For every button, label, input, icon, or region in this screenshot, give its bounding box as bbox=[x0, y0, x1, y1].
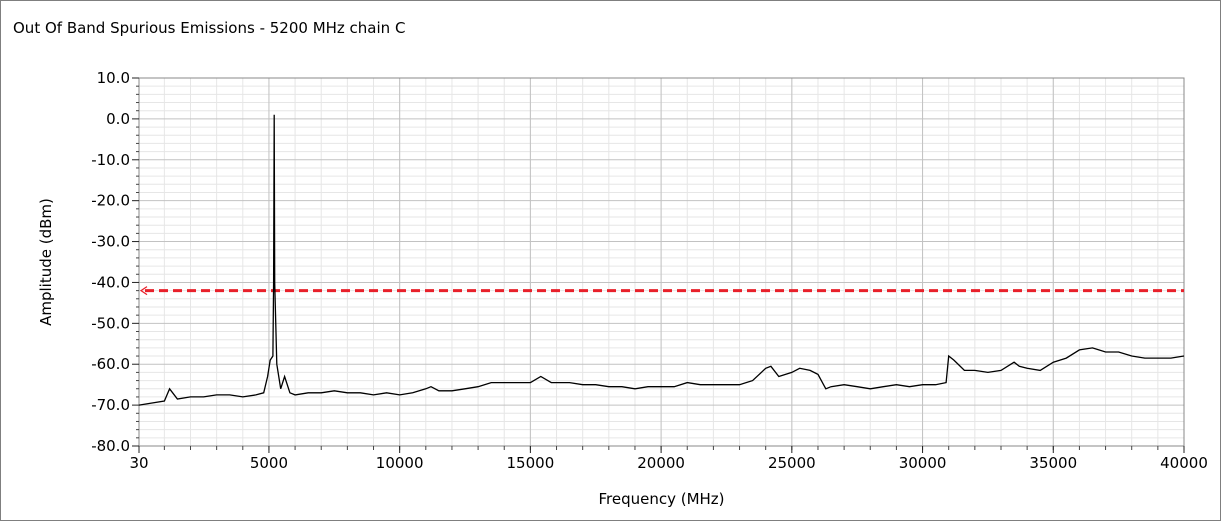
series-trace bbox=[138, 114, 1185, 406]
y-tick-label: 10.0 bbox=[97, 69, 130, 87]
x-axis: 30 5000 10000 15000 20000 25000 30000 35000 4000… bbox=[129, 446, 1208, 472]
chart-title: Out Of Band Spurious Emissions - 5200 MH… bbox=[13, 19, 406, 37]
x-tick-label: 25000 bbox=[768, 454, 816, 472]
y-tick-label: -50.0 bbox=[91, 314, 130, 332]
x-tick-label: 40000 bbox=[1160, 454, 1208, 472]
y-axis-label: Amplitude (dBm) bbox=[37, 198, 55, 326]
x-axis-label: Frequency (MHz) bbox=[598, 490, 724, 508]
y-tick-label: 0.0 bbox=[106, 110, 130, 128]
y-tick-label: -40.0 bbox=[91, 273, 130, 291]
limit-arrow-icon bbox=[139, 286, 148, 296]
x-tick-label: 35000 bbox=[1029, 454, 1077, 472]
y-tick-label: -20.0 bbox=[91, 192, 130, 210]
y-tick-label: -10.0 bbox=[91, 151, 130, 169]
x-tick-label: 20000 bbox=[637, 454, 685, 472]
y-tick-label: -60.0 bbox=[91, 355, 130, 373]
x-tick-label: 30 bbox=[129, 454, 148, 472]
x-tick-label: 30000 bbox=[899, 454, 947, 472]
x-tick-label: 15000 bbox=[507, 454, 555, 472]
x-tick-label: 10000 bbox=[376, 454, 424, 472]
y-axis: 10.0 0.0 -10.0 -20.0 -30.0 -40.0 -50.0 -60.0 -70… bbox=[91, 69, 139, 455]
x-tick-label: 5000 bbox=[250, 454, 288, 472]
y-tick-label: -70.0 bbox=[91, 396, 130, 414]
y-tick-label: -80.0 bbox=[91, 437, 130, 455]
y-tick-label: -30.0 bbox=[91, 233, 130, 251]
